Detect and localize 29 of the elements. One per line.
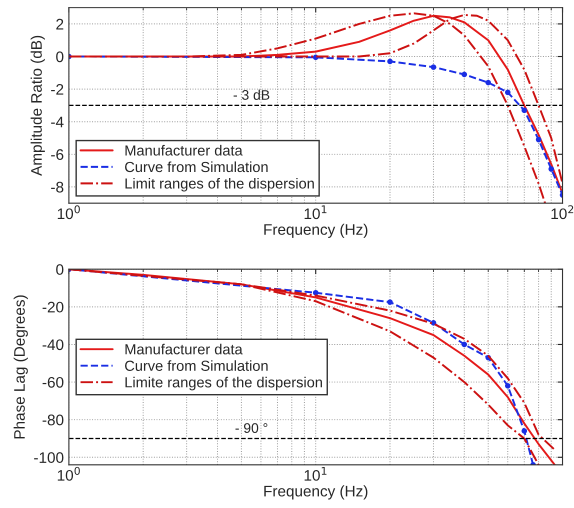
y-tick-label: -20 (42, 302, 64, 313)
ref-line-label: - 3 dB (234, 90, 270, 100)
x-tick-label: 10$^{0}$ (58, 205, 80, 220)
legend-label: Curve from Simulation (125, 161, 268, 172)
x-tick-label: 10$^{1}$ (304, 467, 326, 481)
y-tick-label: -6 (51, 149, 64, 160)
legend-label: Manufacturer data (125, 144, 243, 156)
y-tick-label: 2 (56, 18, 64, 30)
legend-label: Curve from Simulation (125, 360, 268, 371)
y-axis-title: Amplitude Ratio (dB) (30, 36, 45, 176)
legend-label: Limite ranges of the dispersion (125, 376, 322, 390)
y-tick-label: -40 (42, 339, 64, 350)
y-tick-label: 0 (56, 51, 64, 62)
ref-line-label: - 90 ° (235, 423, 268, 433)
x-tick-label: 10$^{0}$ (58, 466, 80, 481)
y-tick-label: -80 (42, 414, 64, 426)
y-tick-label: -4 (51, 116, 64, 128)
y-tick-label: -8 (51, 182, 64, 193)
y-tick-label: 0 (56, 264, 64, 275)
legend-label: Manufacturer data (125, 344, 243, 354)
legend-label: Limit ranges of the dispersion (125, 178, 314, 192)
y-tick-label: -100 (34, 452, 64, 463)
y-axis-title: Phase Lag (Degrees) (14, 295, 28, 438)
x-tick-label: 10$^{1}$ (304, 205, 326, 220)
x-tick-label: 10$^{2}$ (551, 205, 574, 220)
x-axis-title: Frequency (Hz) (264, 224, 368, 238)
x-axis-title: Frequency (Hz) (264, 485, 368, 500)
y-tick-label: -60 (42, 376, 64, 388)
y-tick-label: -2 (51, 84, 64, 95)
